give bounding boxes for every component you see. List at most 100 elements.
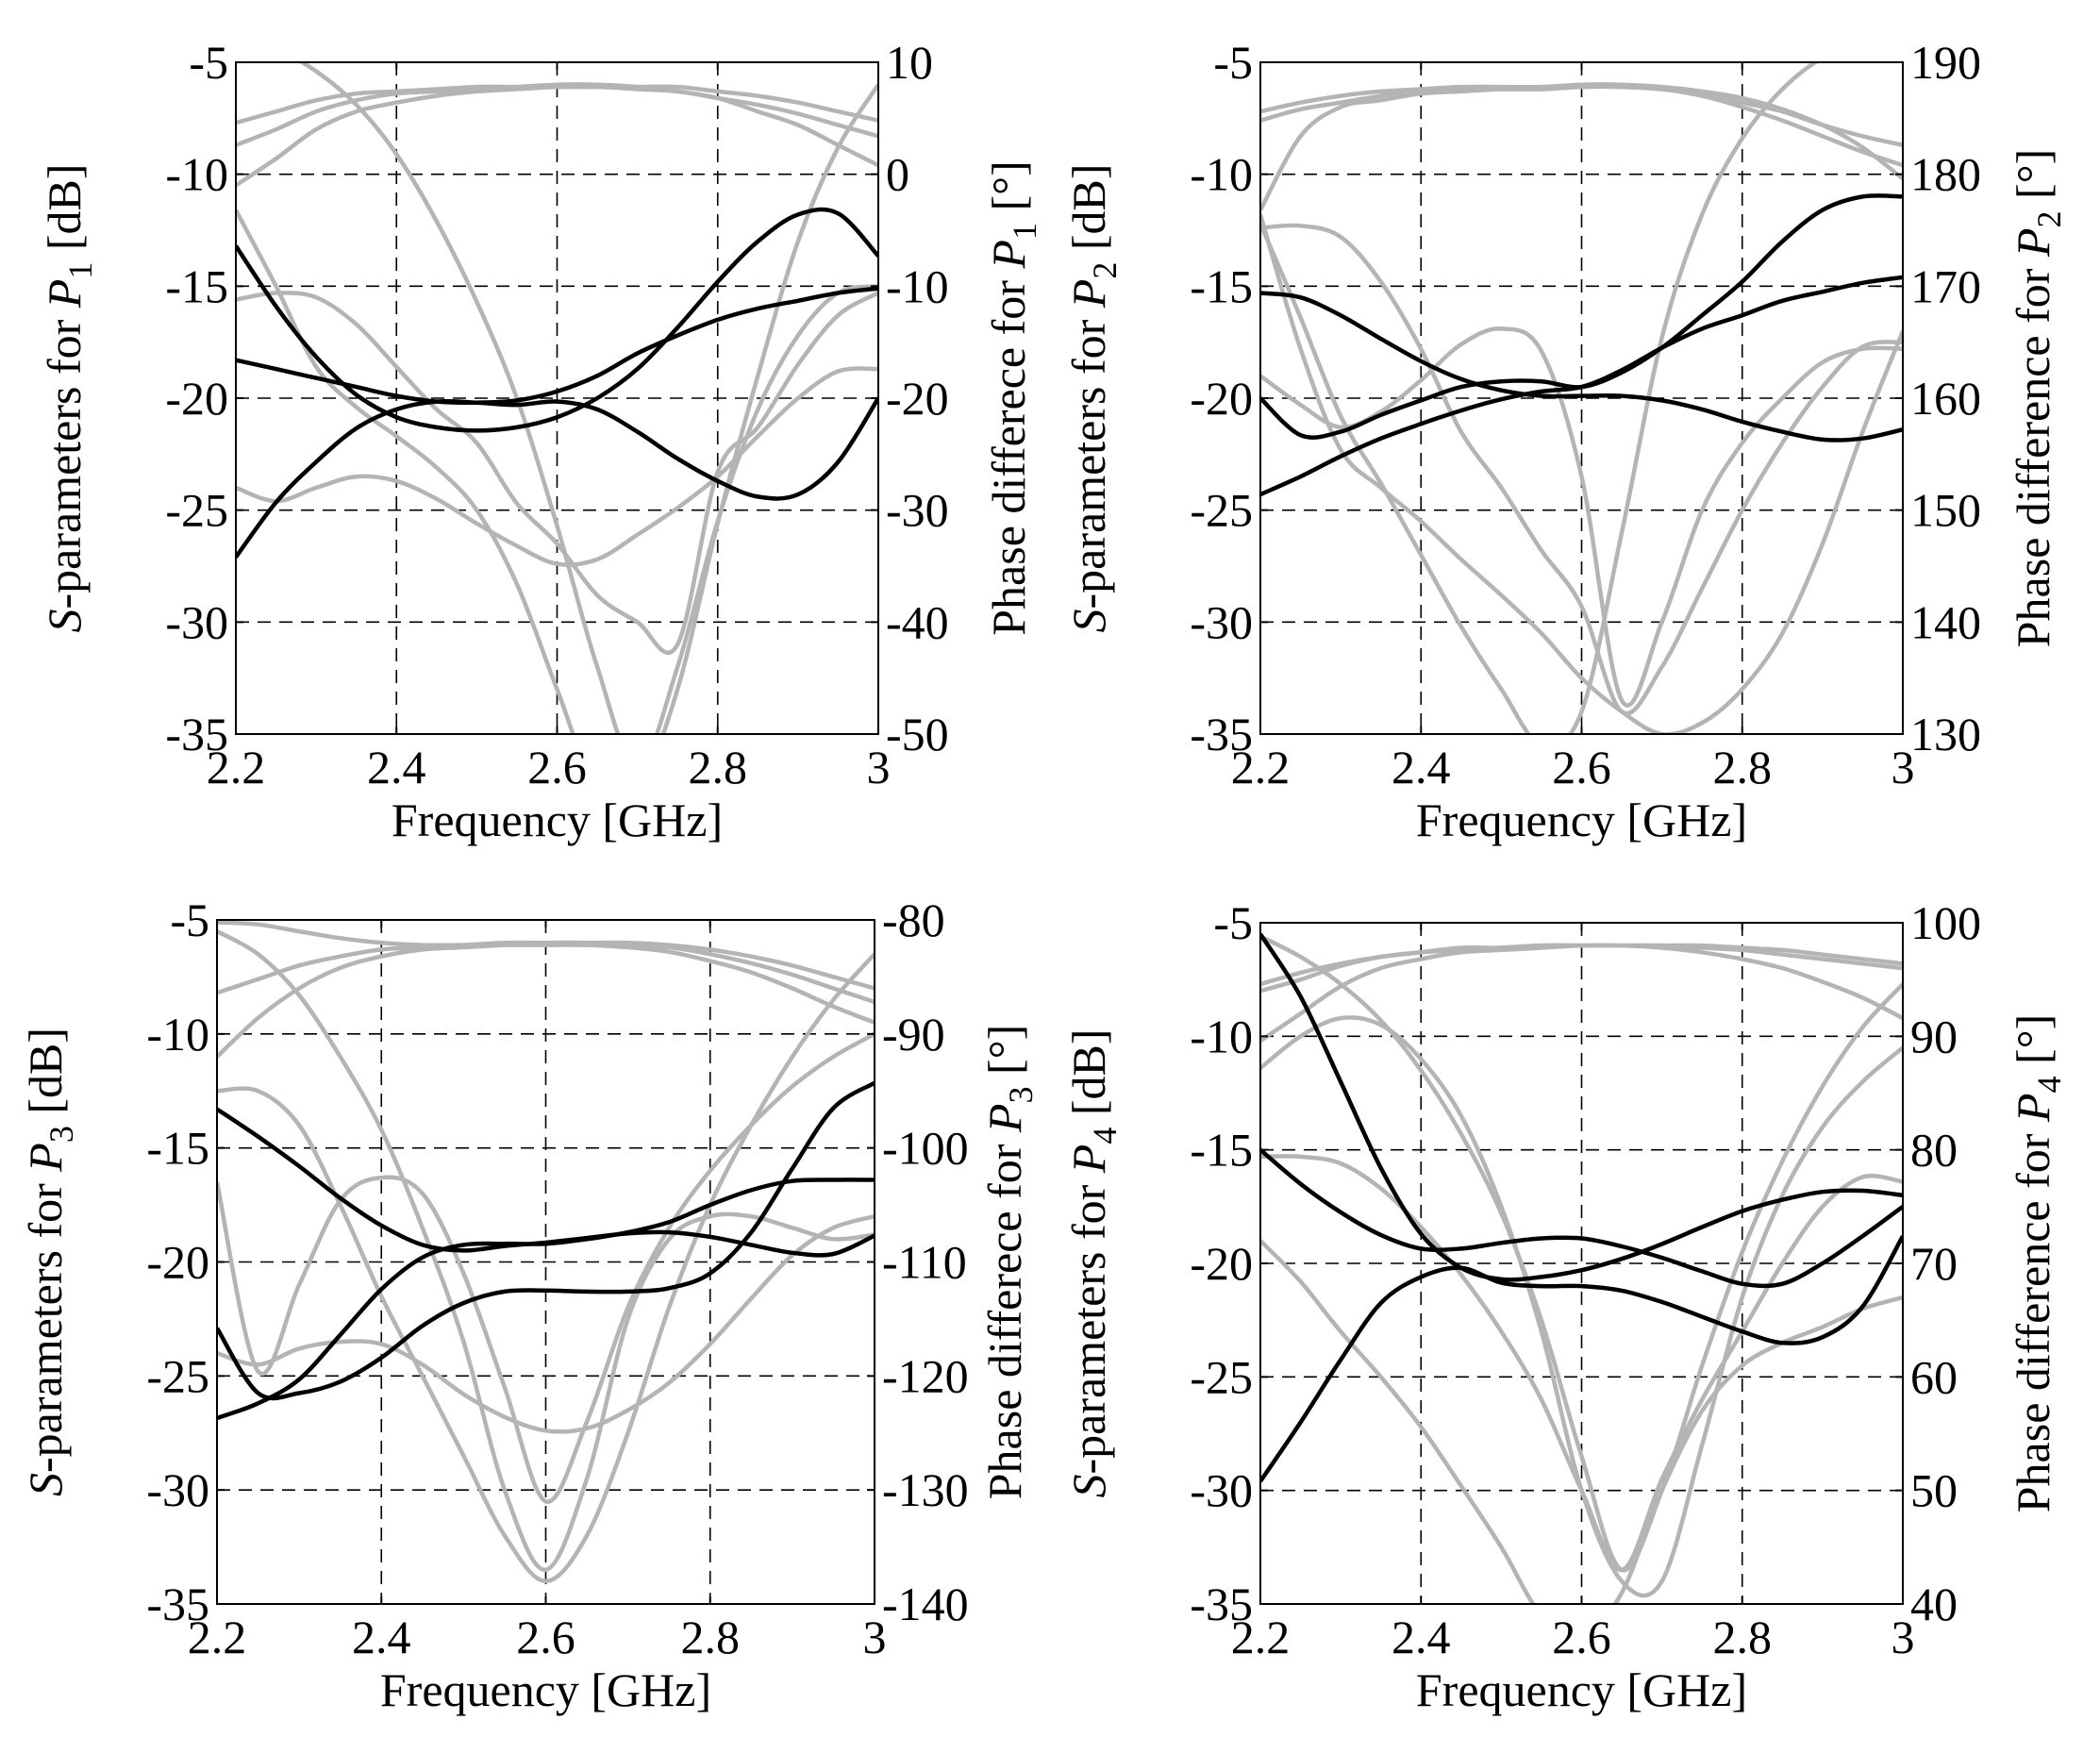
series-line-s-f [217, 1214, 875, 1434]
y-tick-label: -10 [165, 148, 228, 201]
y-tick-label: -5 [1213, 36, 1253, 89]
y-tick-label: -30 [146, 1463, 209, 1516]
x-tick-label: 2.8 [1713, 1611, 1773, 1663]
y2-tick-label: 60 [1910, 1350, 1958, 1403]
y-tick-label: -15 [1190, 1124, 1253, 1177]
x-tick-label: 2.8 [689, 741, 748, 793]
y-tick-label: -30 [1190, 1464, 1253, 1517]
x-axis-label: Frequency [GHz] [380, 1663, 711, 1716]
y2-tick-label: 40 [1910, 1578, 1958, 1630]
y2-tick-label: -50 [886, 708, 949, 760]
series-line-s-c [236, 82, 878, 168]
series-line-s-e [217, 952, 875, 1584]
y2-axis-label: Phase difference for P2 [°] [2007, 149, 2068, 648]
series-line-phase-a [1260, 932, 1903, 1282]
y-axis-label: S-parameters for P1 [dB] [38, 164, 99, 633]
series-group [217, 920, 875, 1584]
y2-tick-label: 130 [1910, 708, 1981, 760]
series-line-s-c [1260, 943, 1903, 1021]
chart-panel-p4: 2.2 2.4 2.6 2.8 3 -35 -30 -25 -20 -15 -10 -5 40 50 60 7… [1062, 896, 2068, 1716]
y2-tick-label: -140 [882, 1578, 969, 1630]
series-line-phase-b [1260, 291, 1903, 443]
y-tick-label: -25 [146, 1349, 209, 1402]
x-tick-label: 2.8 [1713, 741, 1773, 793]
y2-tick-label: 190 [1910, 36, 1981, 89]
x-tick-label: 2.8 [681, 1611, 741, 1663]
y-tick-label: -5 [1213, 896, 1253, 949]
x-tick-label: 3 [1892, 741, 1915, 793]
y-tick-label: -20 [1190, 1237, 1253, 1290]
series-line-phase-c [217, 1178, 875, 1421]
y2-tick-label: 80 [1910, 1124, 1958, 1177]
series-line-s-d [217, 1031, 875, 1504]
chart-panel-p3: 2.2 2.4 2.6 2.8 3 -35 -30 -25 -20 -15 -10 -5 -140 -13… [19, 894, 1040, 1716]
series-line-phase-b [236, 286, 878, 406]
x-tick-label: 2.6 [1552, 1611, 1611, 1663]
y-tick-label: -30 [165, 595, 228, 648]
series-line-s-d [236, 83, 878, 734]
x-axis-label: Frequency [GHz] [1416, 793, 1747, 846]
x-tick-label: 2.4 [367, 741, 426, 793]
x-tick-label: 2.6 [516, 1611, 575, 1663]
series-line-phase-a [236, 207, 878, 433]
y2-tick-label: 150 [1910, 484, 1981, 537]
series-line-s-c [217, 920, 875, 1025]
y2-tick-label: -120 [882, 1349, 969, 1402]
series-group [1260, 932, 1903, 1604]
y-tick-label: -10 [1190, 148, 1253, 201]
y2-tick-label: 90 [1910, 1010, 1958, 1062]
y-tick-label: -15 [1190, 259, 1253, 312]
y2-tick-label: 170 [1910, 259, 1981, 312]
y-tick-label: -10 [146, 1008, 209, 1061]
y2-tick-label: -40 [886, 595, 949, 648]
series-group [1260, 62, 1903, 734]
y2-axis-label: Phase differece for P1 [°] [982, 160, 1043, 636]
x-tick-label: 2.6 [1552, 741, 1611, 793]
series-group [236, 62, 878, 734]
x-tick-label: 3 [863, 1611, 887, 1663]
series-line-s-g [217, 929, 875, 1573]
y-axis-label: S-parameters for P3 [dB] [19, 1027, 80, 1496]
y2-tick-label: -20 [886, 372, 949, 425]
series-line-phase-c [1260, 1234, 1903, 1483]
series-line-s-b [217, 940, 875, 1059]
y2-tick-label: -130 [882, 1463, 969, 1516]
y2-tick-label: 10 [886, 36, 933, 89]
y-tick-label: -35 [146, 1578, 209, 1630]
y-tick-label: -25 [165, 484, 228, 537]
y2-axis-label: Phase difference for P4 [°] [2007, 1014, 2068, 1513]
x-tick-label: 2.4 [1392, 1611, 1451, 1663]
y-tick-label: -5 [170, 894, 209, 946]
y-tick-label: -35 [1190, 1578, 1253, 1630]
y2-tick-label: 50 [1910, 1464, 1958, 1517]
y-tick-label: -20 [146, 1236, 209, 1289]
y2-tick-label: -80 [882, 894, 945, 946]
y-tick-label: -20 [1190, 372, 1253, 425]
x-axis-label: Frequency [GHz] [392, 793, 723, 846]
series-line-phase-b [1260, 1147, 1903, 1289]
series-line-s-g [1260, 62, 1820, 734]
x-tick-label: 2.4 [352, 1611, 411, 1663]
series-line-s-e [236, 291, 878, 655]
y2-axis-label: Phase differece for P3 [°] [978, 1025, 1040, 1500]
series-line-s-c [1260, 82, 1903, 181]
chart-panel-p2: 2.2 2.4 2.6 2.8 3 -35 -30 -25 -20 -15 -10 -5 130 140 1… [1062, 36, 2068, 846]
series-line-s-f [1260, 1154, 1903, 1573]
y2-tick-label: 160 [1910, 372, 1981, 425]
x-tick-label: 2.2 [1231, 1611, 1291, 1663]
y2-tick-label: -90 [882, 1008, 945, 1061]
y-tick-label: -25 [1190, 1350, 1253, 1403]
series-line-s-g [298, 62, 878, 734]
y-tick-label: -35 [1190, 708, 1253, 760]
x-tick-label: 3 [867, 741, 891, 793]
y-tick-label: -25 [1190, 484, 1253, 537]
series-line-s-f [1260, 326, 1903, 708]
chart-panel-p1: 2.2 2.4 2.6 2.8 3 -35 -30 -25 -20 -15 -10 -5 -50 -40 -… [38, 36, 1043, 846]
y-tick-label: -15 [165, 259, 228, 312]
y2-tick-label: -10 [886, 259, 949, 312]
y2-tick-label: 140 [1910, 595, 1981, 648]
x-tick-label: 3 [1892, 1611, 1915, 1663]
y2-tick-label: 180 [1910, 148, 1981, 201]
y2-tick-label: -30 [886, 484, 949, 537]
